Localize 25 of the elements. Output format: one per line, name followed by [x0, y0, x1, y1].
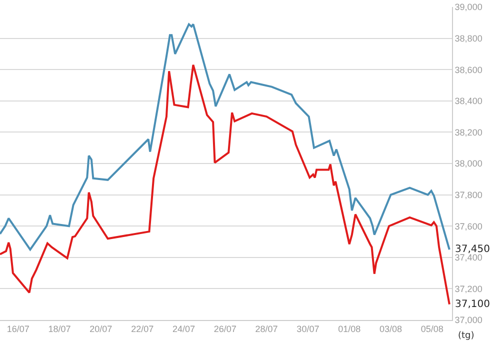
y-tick-label: 37,800	[454, 190, 482, 200]
x-tick-label: 18/07	[48, 324, 71, 334]
x-tick-label: 22/07	[131, 324, 154, 334]
x-tick-label: 24/07	[172, 324, 195, 334]
annotation: 37,100	[455, 299, 490, 310]
y-tick-label: 38,600	[454, 64, 482, 75]
x-tick-label: 28/07	[255, 324, 278, 334]
x-tick-label: 05/08	[420, 324, 444, 334]
x-tick-label: 26/07	[214, 324, 236, 334]
y-axis-title: (tg)	[458, 331, 474, 341]
y-tick-label: 38,800	[454, 33, 482, 44]
y-tick-label: 38,200	[454, 127, 482, 138]
y-tick-label: 38,400	[454, 96, 482, 106]
x-tick-label: 03/08	[379, 324, 402, 334]
x-tick-label: 30/07	[296, 324, 320, 334]
y-tick-label: 37,400	[454, 252, 482, 263]
y-tick-label: 39,000	[454, 2, 482, 12]
x-tick-label: 20/07	[90, 324, 112, 334]
annotation: 37,450	[455, 244, 490, 255]
y-tick-label: 37,000	[454, 315, 482, 326]
x-tick-label: 16/07	[6, 324, 30, 334]
y-tick-label: 38,000	[454, 158, 482, 169]
x-tick-label: 01/08	[338, 324, 361, 334]
y-tick-label: 37,600	[454, 221, 482, 232]
y-tick-label: 37,200	[454, 284, 482, 294]
